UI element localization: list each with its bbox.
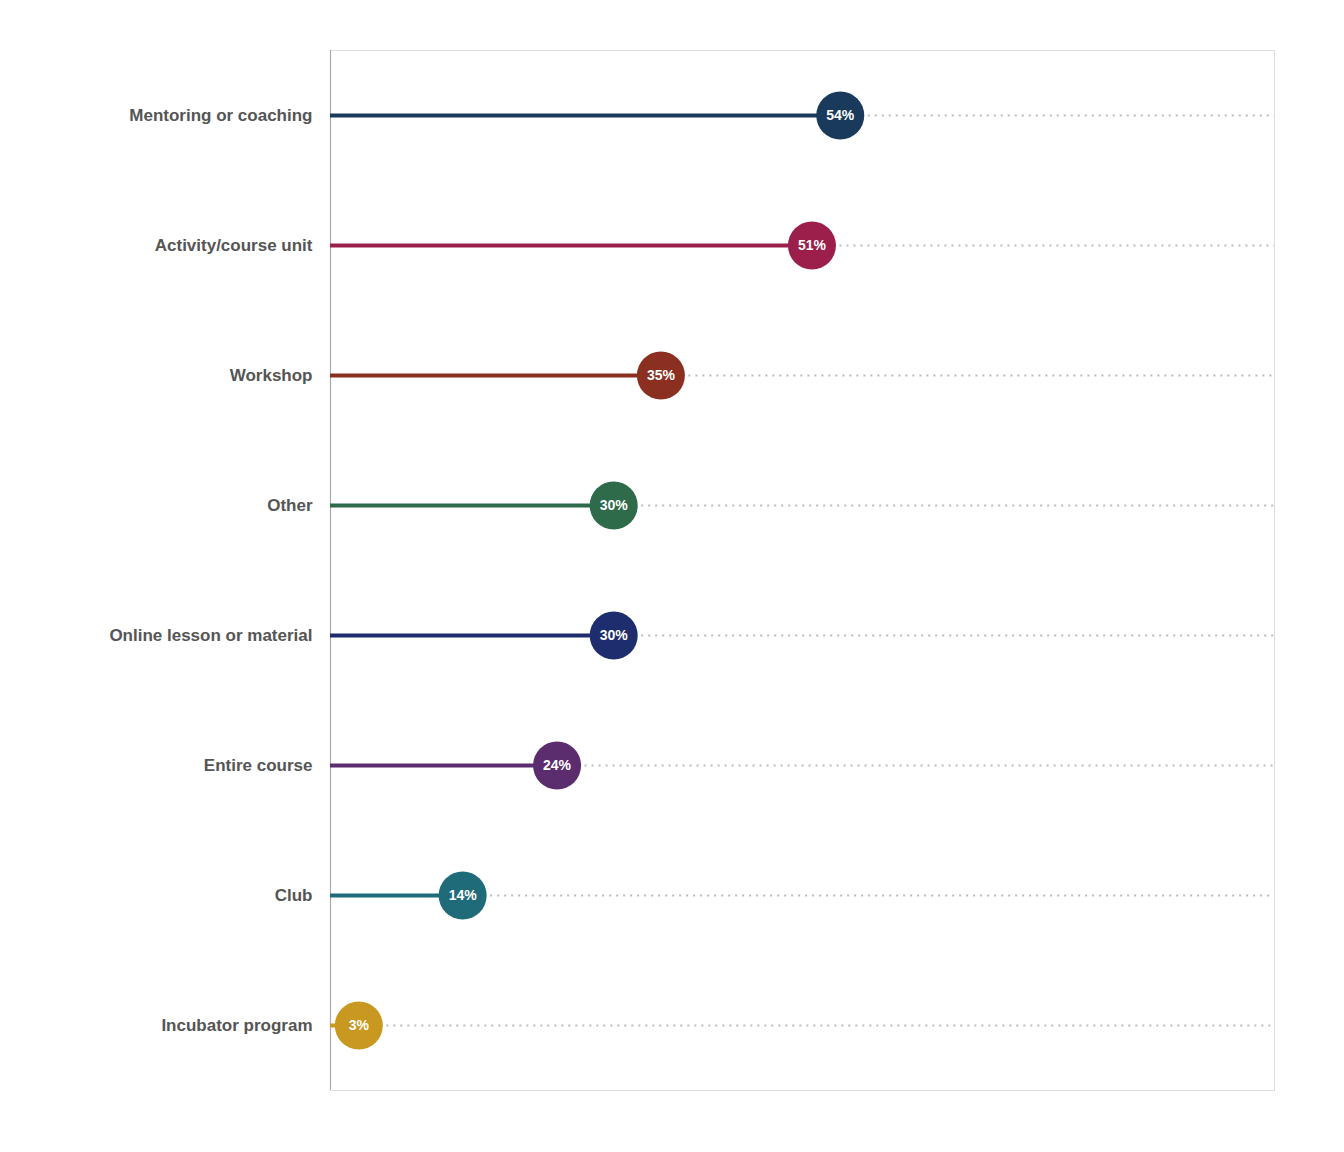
svg-text:51%: 51% <box>798 237 827 253</box>
svg-text:Workshop: Workshop <box>230 366 313 385</box>
svg-text:Entire course: Entire course <box>204 756 313 775</box>
svg-text:30%: 30% <box>600 627 629 643</box>
svg-text:Mentoring or coaching: Mentoring or coaching <box>129 106 312 125</box>
svg-text:14%: 14% <box>449 887 478 903</box>
svg-text:Incubator program: Incubator program <box>161 1016 312 1035</box>
svg-text:54%: 54% <box>826 107 855 123</box>
svg-text:Online lesson or material: Online lesson or material <box>109 626 312 645</box>
svg-text:30%: 30% <box>600 497 629 513</box>
svg-text:3%: 3% <box>349 1017 370 1033</box>
svg-text:35%: 35% <box>647 367 676 383</box>
svg-text:Club: Club <box>275 886 313 905</box>
svg-text:24%: 24% <box>543 757 572 773</box>
svg-text:Other: Other <box>267 496 313 515</box>
svg-text:Activity/course unit: Activity/course unit <box>155 236 313 255</box>
